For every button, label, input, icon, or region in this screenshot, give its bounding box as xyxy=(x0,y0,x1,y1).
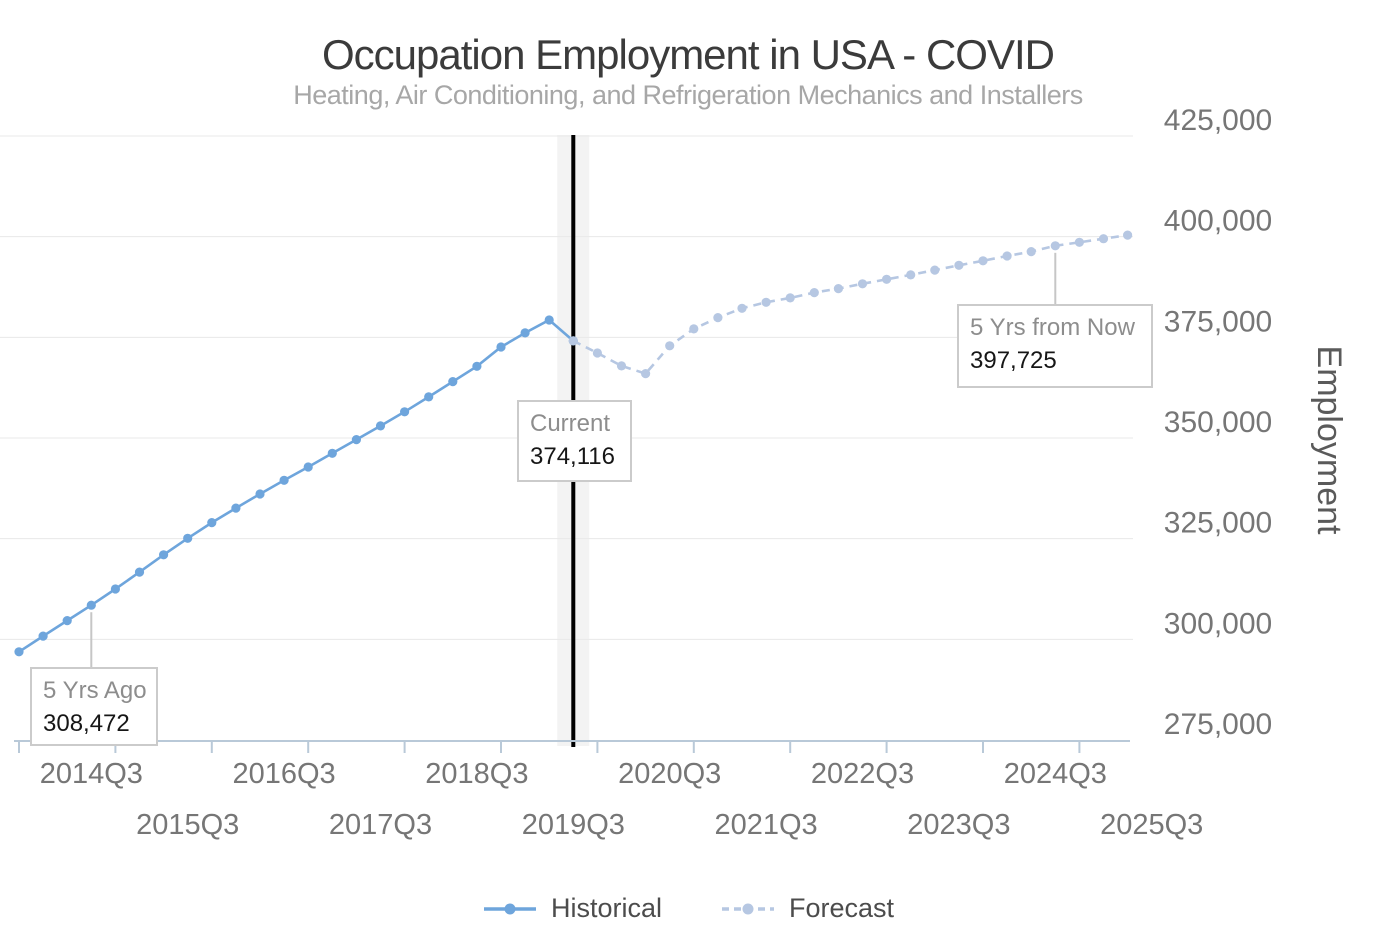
forecast-data-point xyxy=(713,313,723,323)
x-tick-label: 2017Q3 xyxy=(329,809,432,841)
chart-title: Occupation Employment in USA - COVID xyxy=(322,31,1055,78)
annotation-5-yrs-from-now: 5 Yrs from Now 397,725 xyxy=(957,304,1153,388)
x-axis-ticks xyxy=(18,741,1081,753)
historical-data-point xyxy=(207,518,217,528)
forecast-data-point xyxy=(1026,247,1036,257)
historical-data-point xyxy=(351,435,361,445)
historical-data-point xyxy=(86,600,96,610)
x-tick-label: 2014Q3 xyxy=(40,758,143,790)
historical-data-point xyxy=(400,407,410,417)
historical-data-point xyxy=(544,315,554,325)
x-tick-label: 2016Q3 xyxy=(232,758,335,790)
historical-line-swatch xyxy=(483,903,536,914)
x-tick-labels: 2014Q3 2016Q3 2018Q3 2020Q3 2022Q3 2024Q3 2015… xyxy=(40,758,1204,841)
historical-data-point xyxy=(303,462,313,472)
forecast-data-point xyxy=(785,293,795,303)
annotation-5-yrs-ago: 5 Yrs Ago 308,472 xyxy=(30,667,158,746)
y-tick-label: 375,000 xyxy=(1164,305,1272,338)
annotation-value: 374,116 xyxy=(530,443,615,470)
historical-data-point xyxy=(327,448,337,458)
forecast-data-point xyxy=(665,341,675,351)
historical-data-point xyxy=(38,631,48,641)
historical-data-point xyxy=(255,489,265,499)
y-tick-label: 425,000 xyxy=(1164,104,1272,137)
forecast-series xyxy=(568,230,1133,379)
y-tick-label: 400,000 xyxy=(1164,205,1272,238)
forecast-data-point xyxy=(616,361,627,371)
x-tick-label: 2025Q3 xyxy=(1100,809,1203,841)
x-tick-label: 2018Q3 xyxy=(425,758,528,790)
legend: Historical Forecast xyxy=(0,893,1376,924)
y-tick-label: 275,000 xyxy=(1164,708,1272,741)
historical-data-point xyxy=(159,550,169,560)
historical-data-point xyxy=(231,503,241,513)
forecast-data-point xyxy=(1074,237,1084,247)
historical-data-point xyxy=(496,342,506,352)
annotation-value: 397,725 xyxy=(970,347,1057,374)
forecast-data-point xyxy=(592,348,603,358)
historical-data-point xyxy=(424,392,434,402)
y-tick-label: 350,000 xyxy=(1164,406,1272,439)
legend-item-forecast: Forecast xyxy=(720,893,894,924)
historical-data-point xyxy=(472,361,482,371)
forecast-data-point xyxy=(1050,241,1060,251)
forecast-data-point xyxy=(1123,230,1133,240)
forecast-data-point xyxy=(1002,251,1012,261)
historical-data-point xyxy=(110,584,120,594)
forecast-data-point xyxy=(568,336,578,346)
forecast-data-point xyxy=(761,297,771,307)
annotation-current: Current 374,116 xyxy=(517,400,632,482)
forecast-line-swatch xyxy=(721,903,774,914)
legend-label: Forecast xyxy=(788,893,895,923)
forecast-data-point xyxy=(1098,234,1109,244)
y-tick-labels: 275,000 300,000 325,000 350,000 375,000 400,0… xyxy=(1164,104,1272,741)
x-tick-label: 2021Q3 xyxy=(714,809,817,841)
annotation-label: 5 Yrs Ago xyxy=(43,677,147,704)
forecast-data-point xyxy=(737,303,747,313)
historical-line xyxy=(18,318,575,653)
forecast-data-point xyxy=(882,274,892,284)
annotation-label: Current xyxy=(530,410,611,437)
historical-data-point xyxy=(183,533,193,543)
annotation-value: 308,472 xyxy=(43,710,130,737)
forecast-data-point xyxy=(689,324,699,334)
y-axis-title: Employment xyxy=(1310,346,1348,536)
forecast-data-point xyxy=(978,256,988,266)
historical-data-point xyxy=(279,475,289,485)
forecast-data-point xyxy=(857,279,868,289)
historical-data-point xyxy=(448,377,458,387)
x-tick-label: 2019Q3 xyxy=(522,809,625,841)
forecast-data-point xyxy=(954,260,964,270)
forecast-data-point xyxy=(809,288,819,298)
historical-data-point xyxy=(375,421,386,431)
y-tick-label: 325,000 xyxy=(1164,507,1272,540)
forecast-data-point xyxy=(906,270,916,280)
legend-item-historical: Historical xyxy=(482,893,662,924)
forecast-data-point xyxy=(833,284,844,294)
y-tick-label: 300,000 xyxy=(1164,607,1272,640)
x-tick-label: 2023Q3 xyxy=(907,809,1010,841)
historical-data-point xyxy=(520,328,530,338)
x-tick-label: 2022Q3 xyxy=(811,758,914,790)
x-tick-label: 2020Q3 xyxy=(618,758,721,790)
legend-label: Historical xyxy=(550,893,662,923)
historical-data-point xyxy=(14,647,24,657)
annotation-label: 5 Yrs from Now xyxy=(970,314,1135,341)
historical-data-point xyxy=(134,567,145,577)
x-tick-label: 2024Q3 xyxy=(1004,758,1107,790)
forecast-data-point xyxy=(930,265,940,275)
chart-subtitle: Heating, Air Conditioning, and Refrigera… xyxy=(293,80,1083,110)
x-tick-label: 2015Q3 xyxy=(136,809,239,841)
forecast-data-point xyxy=(641,369,651,379)
historical-data-point xyxy=(62,616,72,626)
historical-series xyxy=(14,315,578,657)
